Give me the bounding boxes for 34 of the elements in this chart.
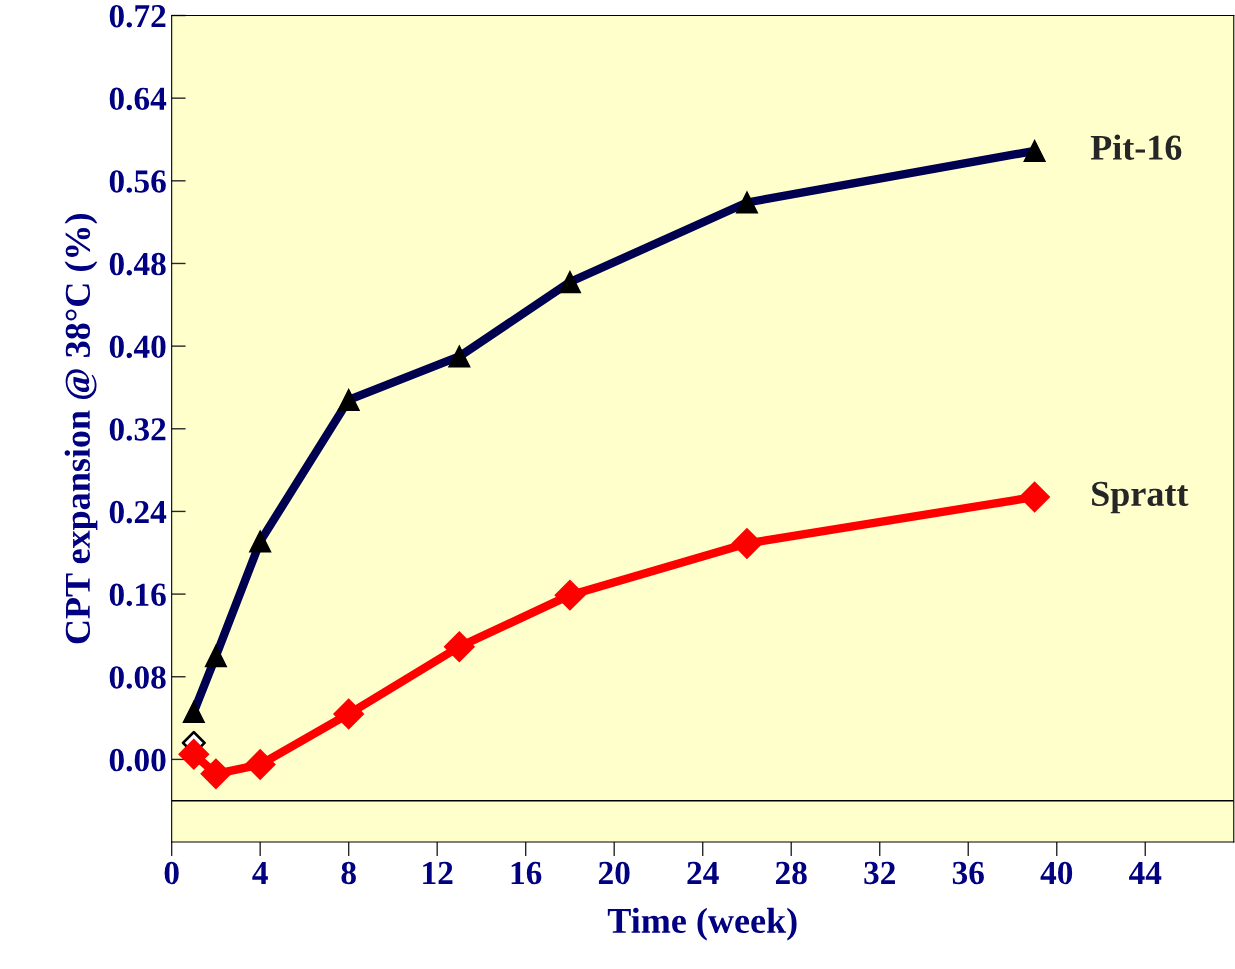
y-tick-label: 0.00 [109,748,166,772]
y-tick-label: 0.08 [109,666,166,689]
y-tick-label: 0.48 [109,252,166,276]
point [443,631,475,663]
x-axis-title: Time (week) [607,907,797,941]
x-tick-label: 32 [864,861,895,885]
x-tick-label: 36 [952,861,984,885]
point [1019,481,1051,513]
point [333,698,365,730]
y-axis-title: CPT expansion @ 38°C (%) [64,214,98,644]
y-tick-label: 0.40 [109,335,166,359]
y-tick-label: 0.24 [109,500,167,524]
series-label: Spratt [1092,481,1189,514]
x-tick-label: 24 [687,861,719,884]
x-tick-label: 0 [164,861,179,885]
series-label: Pit-16 [1090,134,1182,160]
x-tick-label: 8 [341,861,356,885]
point [554,579,586,611]
x-tick-label: 44 [1129,862,1162,884]
y-tick-label: 0.56 [109,170,166,193]
y-tick-label: 0.72 [109,4,166,28]
x-tick-label: 12 [423,861,453,884]
y-tick-label: 0.64 [109,87,167,111]
y-tick-label: 0.32 [109,418,166,441]
point [731,528,763,559]
point [200,758,232,790]
point [178,738,210,770]
point [244,749,276,780]
x-tick-label: 40 [1040,861,1073,885]
x-tick-label: 16 [511,861,542,885]
x-tick-label: 28 [775,861,807,885]
x-tick-label: 4 [252,862,268,884]
y-tick-label: 0.16 [109,583,166,607]
x-tick-label: 20 [598,861,630,885]
